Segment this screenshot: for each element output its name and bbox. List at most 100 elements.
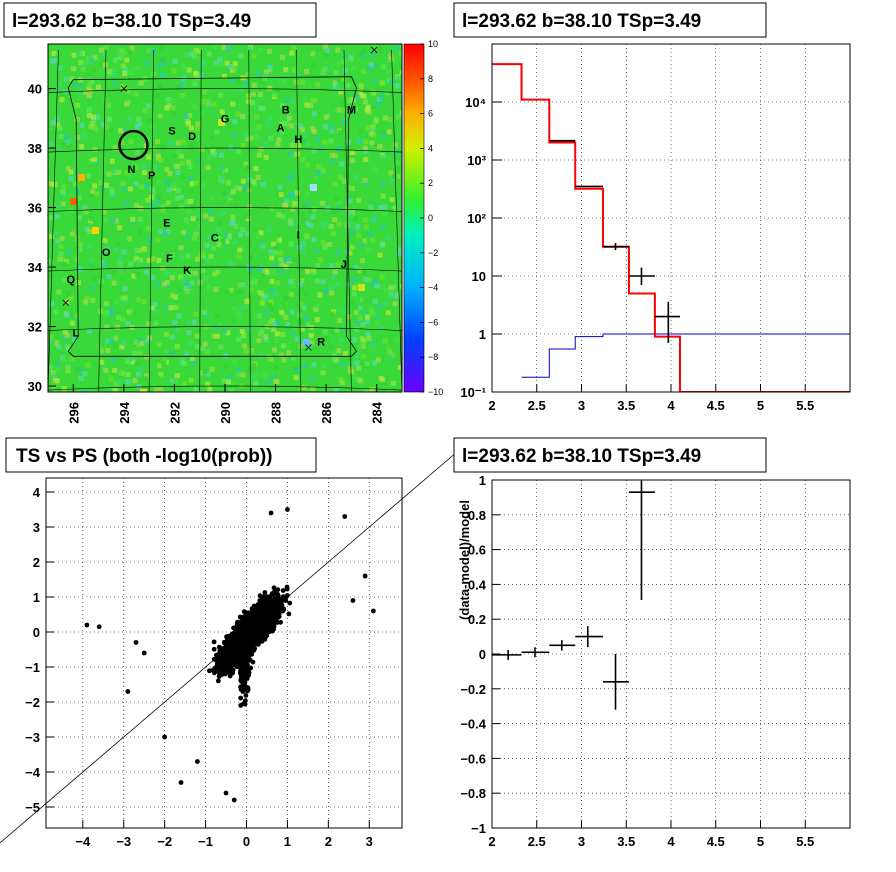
map-noise-pixel [293,375,299,381]
residual-x-tick-label: 4 [667,834,675,849]
map-noise-pixel [238,87,244,93]
map-title-box [3,2,317,38]
scatter-y-tick-label: 0 [33,625,40,640]
map-noise-pixel [316,170,321,176]
map-noise-pixel [268,356,274,362]
residual-panel: 2 2.5 3 3.5 4 4.5 5 5.5 1 0.8 0.6 0.4 0.2 0 −0.2 −0.4 −0… [453,437,851,849]
map-source-label-r: R [317,336,325,348]
map-noise-pixel [315,303,321,309]
map-noise-pixel [145,103,151,109]
map-noise-pixel [239,383,245,389]
map-noise-pixel [294,336,300,342]
map-noise-pixel [187,164,193,169]
scatter-point [370,608,376,614]
map-noise-pixel [297,312,302,318]
residual-x-tick-label: 4.5 [707,834,725,849]
scatter-point [286,611,292,617]
map-noise-pixel [94,191,100,197]
map-noise-pixel [123,200,129,206]
map-noise-pixel [227,123,233,128]
map-noise-pixel [399,70,402,76]
map-noise-pixel [329,153,335,158]
map-noise-pixel [304,232,310,238]
map-noise-pixel [269,279,275,284]
map-noise-pixel [78,90,84,96]
map-noise-pixel [173,326,179,332]
scatter-point [241,667,246,672]
map-noise-pixel [58,251,64,257]
scatter-point [350,598,356,603]
spectrum-y-tick-label: 10⁴ [465,95,486,110]
map-noise-pixel [359,336,365,342]
map-noise-pixel [149,305,155,311]
map-noise-pixel [139,340,145,346]
map-survey-boundary [67,76,358,357]
map-noise-pixel [103,96,108,102]
map-noise-pixel [158,371,164,377]
map-noise-pixel [273,250,279,256]
map-noise-pixel [349,244,355,250]
map-noise-pixel [224,238,230,244]
map-noise-pixel [199,184,205,190]
map-noise-pixel [196,55,202,61]
map-noise-pixel [257,320,263,326]
map-noise-pixel [78,376,84,381]
map-noise-pixel [299,79,305,85]
map-noise-pixel [61,184,67,190]
map-noise-pixel [269,255,275,261]
map-noise-pixel [291,200,297,206]
map-noise-pixel [362,145,368,151]
map-noise-pixel [81,210,87,216]
map-noise-pixel [379,326,384,332]
map-noise-pixel [353,265,359,270]
map-noise-pixel [71,52,77,58]
map-noise-pixel [285,97,291,102]
map-noise-pixel [336,348,342,354]
map-noise-pixel [247,183,253,189]
map-noise-pixel [55,214,61,220]
map-noise-pixel [301,385,307,391]
map-noise-pixel [342,116,348,122]
map-noise-pixel [266,227,272,233]
scatter-point [249,606,255,611]
map-noise-pixel [106,171,112,177]
map-noise-pixel [398,50,402,56]
map-y-tick-label: 34 [28,260,43,275]
map-noise-pixel [306,387,311,392]
map-noise-pixel [196,320,202,326]
colorbar-tick-label: −2 [428,248,438,258]
map-noise-pixel [138,366,144,372]
map-noise-pixel [281,203,287,209]
map-noise-pixel [362,177,368,183]
map-noise-pixel [190,216,196,222]
map-noise-pixel [175,84,181,90]
map-y-tick-label: 30 [28,379,42,394]
map-noise-pixel [89,262,95,268]
map-noise-pixel [130,359,136,365]
scatter-point [223,643,229,649]
map-noise-pixel [275,280,281,286]
map-noise-pixel [283,314,289,320]
map-noise-pixel [130,219,135,225]
scatter-point [271,585,277,591]
scatter-point [264,619,269,625]
map-noise-pixel [312,111,318,117]
map-noise-pixel [89,161,95,166]
map-noise-pixel [240,372,246,378]
map-noise-pixel [246,93,251,99]
map-noise-pixel [74,367,80,373]
map-noise-pixel [235,336,241,342]
map-noise-pixel [157,63,162,69]
map-noise-pixel [335,249,341,255]
spectrum-y-tick-label: 10⁻¹ [460,385,486,400]
map-noise-pixel [167,171,173,177]
map-noise-pixel [256,338,262,344]
scatter-point [242,637,248,643]
map-noise-pixel [358,84,364,90]
map-noise-pixel [173,378,178,384]
scatter-point [260,611,266,617]
map-noise-pixel [116,46,122,52]
map-noise-pixel [65,344,71,350]
map-noise-pixel [176,287,182,293]
map-noise-pixel [78,241,84,247]
